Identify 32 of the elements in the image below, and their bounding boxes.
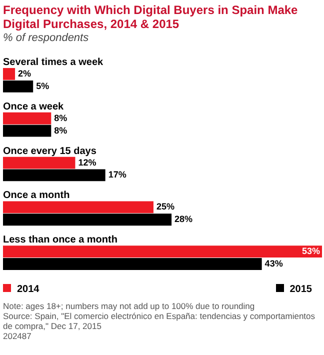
data-label: 8% [54,112,68,123]
bar [3,80,34,92]
data-label: 25% [156,202,174,212]
bar [3,112,52,124]
y-tick-label: Several times a week [3,57,104,68]
bar [3,68,16,80]
data-label: 53% [302,246,320,256]
text: 202487 [3,331,32,341]
data-label: 8% [54,125,68,136]
data-label: 2% [18,68,32,78]
y-tick-label: Less than once a month [3,234,118,246]
data-label: 5% [36,80,50,91]
bar [3,169,106,182]
y-tick-label: Once a month [3,190,70,202]
bar [3,124,52,137]
data-label: 28% [174,214,193,224]
bar [3,246,322,258]
bar [3,214,172,226]
y-tick-label: Once a week [3,101,64,112]
data-label: 43% [264,258,283,268]
source-note: Source: Spain, "El comercio electrónico en España: tendencias y comportamientos de compra," Dec 17, 2015 [3,311,316,331]
data-label: 17% [108,170,126,180]
bar [3,201,154,214]
bar [3,258,262,270]
bar [3,156,76,169]
chart-title: Frequency with Which Digital Buyers in Spain Make Digital Purchases, 2014 & 2015 [2,2,299,31]
chart-subtitle: % of respondents [2,31,90,44]
legend-label: 2015 [288,284,312,295]
y-tick-label: Once every 15 days [3,146,97,157]
legend-label: 2014 [16,284,40,295]
data-label: 12% [78,157,96,168]
text: Note: ages 18+; numbers may not add up to 100% due to rounding [3,301,256,311]
